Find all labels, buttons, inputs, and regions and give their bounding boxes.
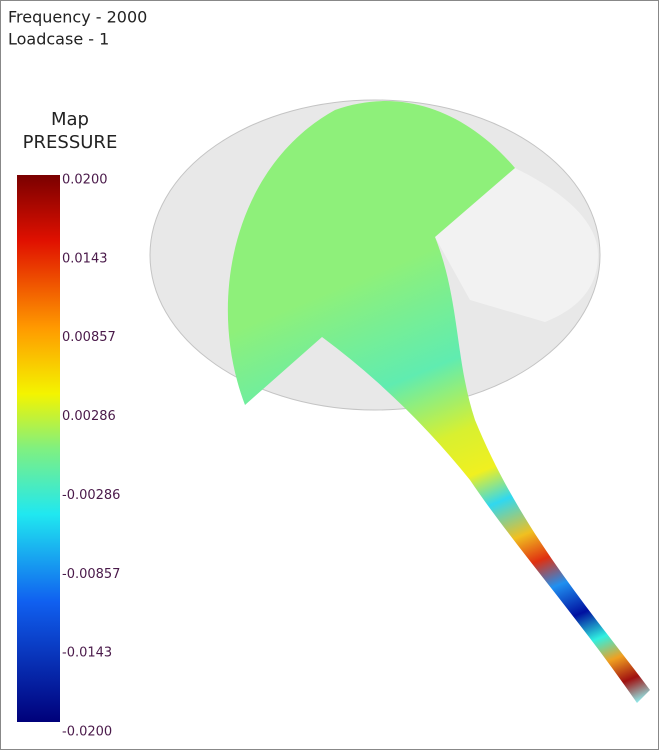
header-line: Loadcase - 1 — [8, 30, 109, 49]
legend-tick-label: -0.0200 — [62, 725, 112, 740]
legend-title: Map — [51, 109, 89, 130]
legend-tick-label: -0.00286 — [62, 488, 120, 503]
pressure-field — [227, 101, 650, 703]
dome-cut — [435, 168, 598, 322]
legend-tick-label: -0.00857 — [62, 567, 120, 582]
legend-ticks: 0.0200 0.0143 0.00857 0.00286 -0.00286 -0.008… — [62, 173, 120, 740]
legend-tick-label: 0.0143 — [62, 251, 108, 266]
legend-title: PRESSURE — [23, 132, 118, 153]
legend-tick-label: -0.0143 — [62, 646, 112, 661]
legend-tick-label: 0.00286 — [62, 409, 116, 424]
header-line: Frequency - 2000 — [8, 8, 147, 27]
legend-tick-label: 0.00857 — [62, 330, 116, 345]
color-bar — [17, 175, 60, 722]
legend-tick-label: 0.0200 — [62, 173, 108, 188]
